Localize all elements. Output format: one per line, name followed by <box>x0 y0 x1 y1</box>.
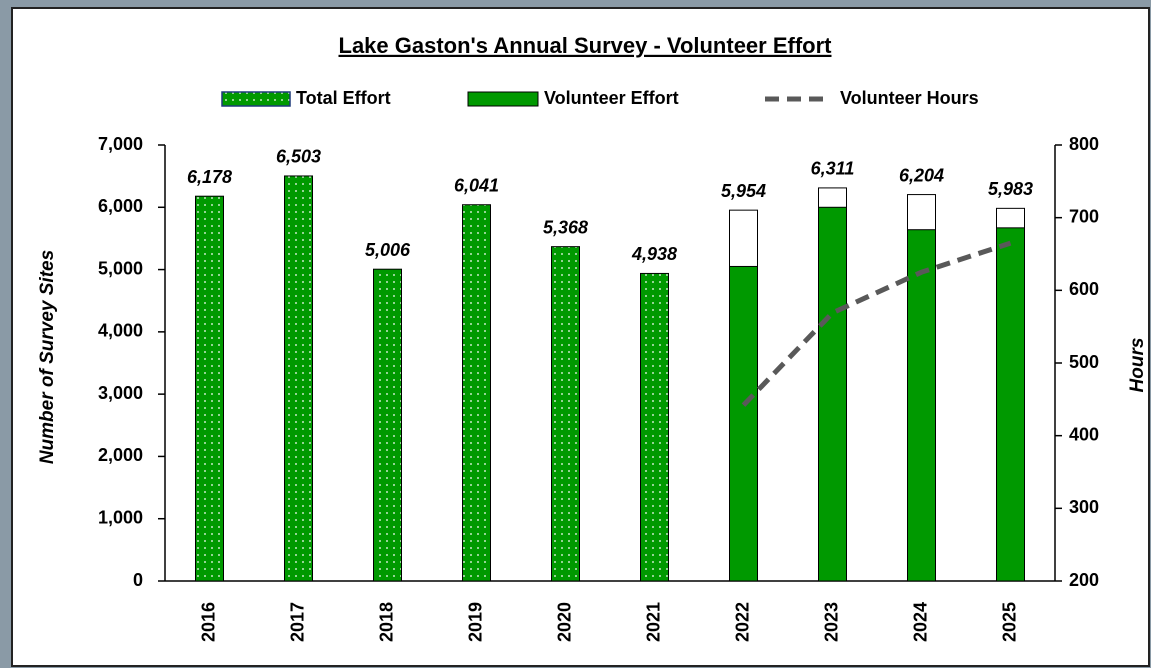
total-bar <box>640 272 669 582</box>
legend-label: Volunteer Effort <box>544 88 679 108</box>
y2-tick-label: 500 <box>1069 352 1099 372</box>
y-tick-label: 1,000 <box>98 507 143 527</box>
x-tick-label: 2016 <box>198 602 218 642</box>
y-tick-label: 7,000 <box>98 134 143 154</box>
total-bar <box>284 175 313 582</box>
y-tick-label: 3,000 <box>98 383 143 403</box>
data-label: 5,368 <box>543 217 588 237</box>
y-tick-label: 4,000 <box>98 321 143 341</box>
data-label: 6,311 <box>811 159 855 179</box>
x-tick-label: 2017 <box>287 602 307 642</box>
data-label: 6,178 <box>187 167 232 187</box>
y-tick-label: 2,000 <box>98 445 143 465</box>
x-tick-label: 2021 <box>643 602 663 642</box>
chart-title: Lake Gaston's Annual Survey - Volunteer … <box>339 33 833 58</box>
data-label: 6,503 <box>276 147 321 167</box>
x-tick-label: 2023 <box>821 602 841 642</box>
x-tick-label: 2022 <box>732 602 752 642</box>
y-axis-label: Number of Survey Sites <box>37 250 58 464</box>
y-tick-label: 5,000 <box>98 258 143 278</box>
total-bar <box>462 204 491 582</box>
volunteer-bar <box>818 206 847 582</box>
y2-tick-label: 200 <box>1069 570 1099 590</box>
data-label: 4,938 <box>631 244 677 264</box>
total-bar <box>195 195 224 582</box>
legend-label: Total Effort <box>296 88 391 108</box>
legend-label: Volunteer Hours <box>840 88 979 108</box>
x-tick-label: 2024 <box>910 602 930 642</box>
data-label: 5,954 <box>721 181 766 201</box>
legend-swatch <box>221 91 291 107</box>
y-tick-label: 0 <box>133 570 143 590</box>
volunteer-bar <box>729 265 758 582</box>
x-tick-label: 2018 <box>376 602 396 642</box>
y2-tick-label: 800 <box>1069 134 1099 154</box>
volunteer-bar <box>996 227 1025 582</box>
y2-tick-label: 300 <box>1069 497 1099 517</box>
x-tick-label: 2019 <box>465 602 485 642</box>
y2-axis-label: Hours <box>1127 338 1148 393</box>
data-label: 6,041 <box>454 175 499 195</box>
legend-swatch <box>467 91 539 107</box>
x-tick-label: 2025 <box>999 602 1019 642</box>
hours-line <box>741 240 1012 407</box>
x-tick-label: 2020 <box>554 602 574 642</box>
total-bar <box>373 268 402 582</box>
y2-tick-label: 400 <box>1069 424 1099 444</box>
y2-tick-label: 600 <box>1069 279 1099 299</box>
data-label: 6,204 <box>899 165 944 185</box>
y-tick-label: 6,000 <box>98 196 143 216</box>
y2-tick-label: 700 <box>1069 206 1099 226</box>
volunteer-bar <box>907 229 936 582</box>
data-label: 5,006 <box>365 240 411 260</box>
data-label: 5,983 <box>988 179 1033 199</box>
total-bar <box>551 246 580 582</box>
